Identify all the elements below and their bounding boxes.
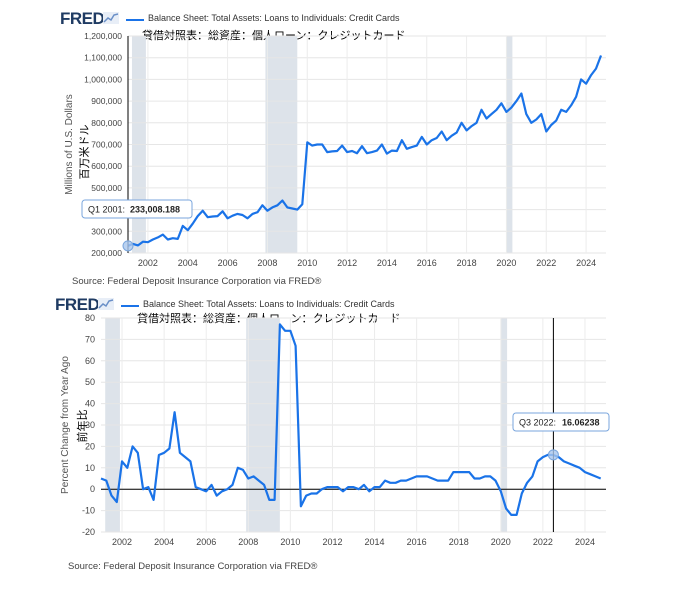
- x-tick-label: 2020: [496, 258, 516, 268]
- y-tick-label: 20: [85, 441, 95, 451]
- y-tick-label: 800,000: [91, 118, 122, 128]
- x-tick-label: 2020: [491, 537, 511, 547]
- x-tick-label: 2014: [377, 258, 397, 268]
- x-tick-label: 2008: [257, 258, 277, 268]
- series-line: [100, 323, 602, 516]
- tooltip-label: Q3 2022:: [519, 418, 556, 428]
- y-tick-label: 1,100,000: [84, 53, 122, 63]
- y-tick-label: 300,000: [91, 226, 122, 236]
- y-tick-label: 500,000: [91, 183, 122, 193]
- legend-label: Balance Sheet: Total Assets: Loans to In…: [148, 13, 400, 23]
- hover-marker: [547, 449, 559, 461]
- source-note: Source: Federal Deposit Insurance Corpor…: [72, 276, 322, 287]
- x-tick-label: 2004: [154, 537, 174, 547]
- hover-marker: [122, 240, 134, 252]
- y-tick-label: 60: [85, 356, 95, 366]
- x-tick-label: 2006: [218, 258, 238, 268]
- fred-logo: FRED: [55, 295, 100, 314]
- x-tick-label: 2018: [449, 537, 469, 547]
- y-tick-label: 200,000: [91, 248, 122, 258]
- x-tick-label: 2022: [533, 537, 553, 547]
- x-tick-label: 2012: [337, 258, 357, 268]
- percent-change-chart: -20 -10 0 10 20 30 40 50 60 70 80 2002 2004 2006 2008 2…: [60, 313, 610, 547]
- fred-logo-graph-icon: [103, 12, 119, 24]
- x-tick-label: 2012: [322, 537, 342, 547]
- y-axis-title-japanese: 百万米ドル: [78, 125, 91, 180]
- x-tick-label: 2008: [238, 537, 258, 547]
- x-tick-label: 2010: [297, 258, 317, 268]
- x-tick-label: 2010: [280, 537, 300, 547]
- y-tick-label: 30: [85, 420, 95, 430]
- fred-logo-graph-icon: [98, 298, 114, 310]
- legend-swatch: [121, 305, 139, 307]
- source-note: Source: Federal Deposit Insurance Corpor…: [68, 561, 318, 572]
- fred-logo: FRED: [60, 9, 105, 28]
- y-tick-label: 50: [85, 377, 95, 387]
- x-tick-label: 2024: [576, 258, 596, 268]
- x-tick-label: 2016: [407, 537, 427, 547]
- x-tick-label: 2006: [196, 537, 216, 547]
- chart-panel-levels: FRED Balance Sheet: Total Assets: Loans …: [0, 0, 676, 290]
- y-tick-label: 40: [85, 399, 95, 409]
- series-line: [127, 55, 603, 247]
- tooltip-value: 233,008.188: [130, 205, 180, 215]
- x-tick-label: 2004: [178, 258, 198, 268]
- x-tick-label: 2024: [575, 537, 595, 547]
- y-tick-label: -10: [82, 506, 95, 516]
- y-tick-label: 0: [90, 484, 95, 494]
- x-tick-label: 2002: [112, 537, 132, 547]
- y-tick-label: 1,200,000: [84, 31, 122, 41]
- y-axis-title-japanese: 前年比: [75, 410, 89, 443]
- x-tick-label: 2016: [417, 258, 437, 268]
- legend-swatch: [126, 19, 144, 21]
- x-tick-label: 2022: [536, 258, 556, 268]
- x-tick-label: 2014: [365, 537, 385, 547]
- chart-panel-percent-change: FRED Balance Sheet: Total Assets: Loans …: [0, 293, 676, 590]
- tooltip-box: [81, 199, 193, 219]
- y-tick-label: 700,000: [91, 140, 122, 150]
- x-tick-label: 2018: [457, 258, 477, 268]
- y-tick-label: 600,000: [91, 161, 122, 171]
- y-tick-label: -20: [82, 527, 95, 537]
- y-tick-label: 1,000,000: [84, 74, 122, 84]
- tooltip-box: [512, 412, 610, 432]
- x-tick-label: 2002: [138, 258, 158, 268]
- levels-chart: 200,000300,000400,000500,000600,000700,0…: [64, 31, 606, 268]
- y-axis-title: Millions of U.S. Dollars: [64, 94, 75, 195]
- y-tick-label: 10: [85, 463, 95, 473]
- tooltip-value: 16.06238: [562, 418, 600, 428]
- y-tick-label: 900,000: [91, 96, 122, 106]
- tooltip-label: Q1 2001:: [88, 205, 125, 215]
- y-tick-label: 80: [85, 313, 95, 323]
- legend-label: Balance Sheet: Total Assets: Loans to In…: [143, 299, 395, 309]
- y-tick-label: 70: [85, 334, 95, 344]
- y-axis-title: Percent Change from Year Ago: [60, 356, 71, 494]
